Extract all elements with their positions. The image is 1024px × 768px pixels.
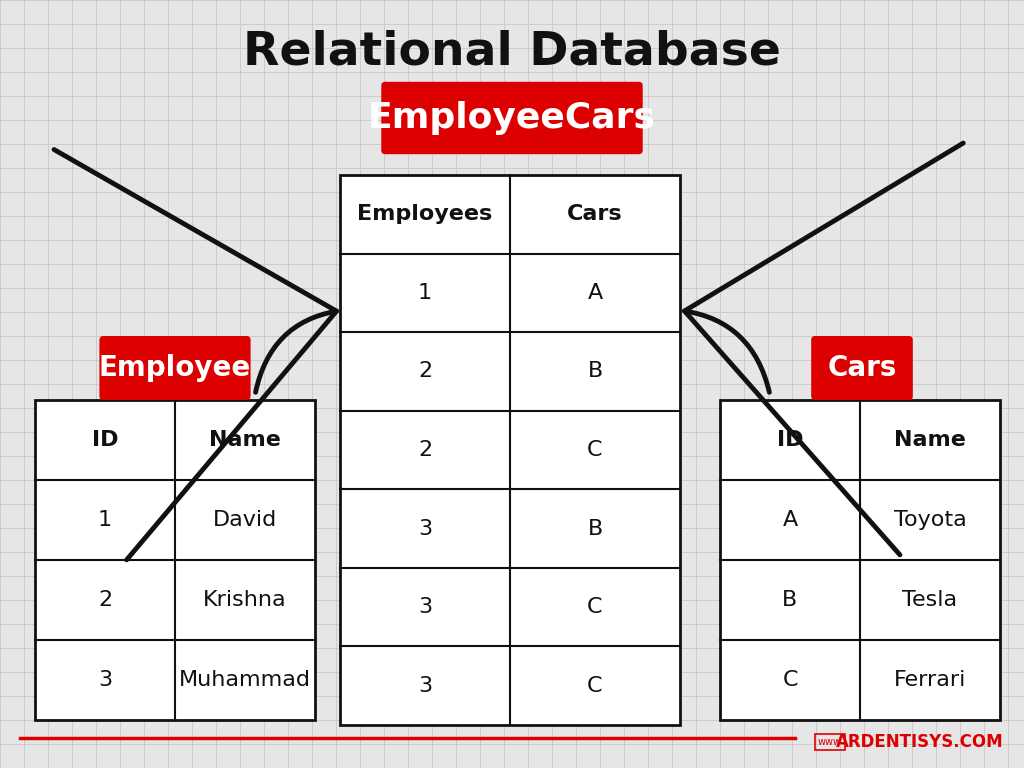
FancyArrowPatch shape	[54, 150, 337, 560]
Text: Employee: Employee	[99, 354, 251, 382]
Text: Cars: Cars	[827, 354, 897, 382]
FancyBboxPatch shape	[811, 336, 912, 400]
Text: C: C	[587, 440, 603, 460]
Text: C: C	[587, 598, 603, 617]
FancyBboxPatch shape	[381, 82, 643, 154]
Text: Employees: Employees	[357, 204, 493, 224]
Text: B: B	[588, 518, 603, 538]
Text: A: A	[588, 283, 603, 303]
FancyArrowPatch shape	[684, 143, 964, 554]
Text: Krishna: Krishna	[203, 590, 287, 610]
Text: Ferrari: Ferrari	[894, 670, 967, 690]
Text: C: C	[782, 670, 798, 690]
Text: 3: 3	[418, 518, 432, 538]
Text: B: B	[588, 362, 603, 382]
Text: Tesla: Tesla	[902, 590, 957, 610]
Text: A: A	[782, 510, 798, 530]
Text: 3: 3	[418, 598, 432, 617]
Text: 2: 2	[98, 590, 112, 610]
Text: ARDENTISYS.COM: ARDENTISYS.COM	[837, 733, 1004, 751]
Text: Name: Name	[209, 430, 281, 450]
FancyBboxPatch shape	[99, 336, 251, 400]
Text: ID: ID	[777, 430, 803, 450]
Text: 2: 2	[418, 440, 432, 460]
Bar	[340, 175, 680, 725]
Text: Relational Database: Relational Database	[243, 29, 781, 74]
Text: ID: ID	[92, 430, 118, 450]
Text: C: C	[587, 676, 603, 696]
Text: 3: 3	[418, 676, 432, 696]
Text: Name: Name	[894, 430, 966, 450]
Text: www: www	[818, 737, 842, 747]
Bar	[35, 400, 315, 720]
Text: 1: 1	[98, 510, 112, 530]
Text: 2: 2	[418, 362, 432, 382]
Bar	[720, 400, 1000, 720]
Text: David: David	[213, 510, 278, 530]
Text: 1: 1	[418, 283, 432, 303]
Text: 3: 3	[98, 670, 112, 690]
Text: EmployeeCars: EmployeeCars	[368, 101, 656, 135]
Text: Muhammad: Muhammad	[179, 670, 311, 690]
Text: B: B	[782, 590, 798, 610]
Text: Cars: Cars	[567, 204, 623, 224]
Text: Toyota: Toyota	[894, 510, 967, 530]
